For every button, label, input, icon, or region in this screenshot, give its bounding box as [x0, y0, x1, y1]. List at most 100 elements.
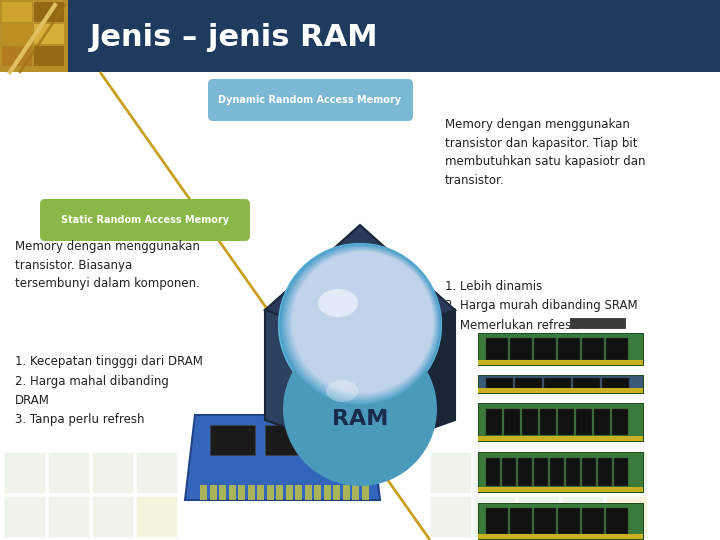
FancyBboxPatch shape	[48, 496, 90, 538]
Ellipse shape	[288, 249, 436, 397]
FancyBboxPatch shape	[305, 485, 312, 500]
FancyBboxPatch shape	[34, 24, 64, 44]
FancyBboxPatch shape	[208, 79, 413, 121]
FancyBboxPatch shape	[343, 485, 349, 500]
Ellipse shape	[283, 246, 439, 402]
Text: Jenis – jenis RAM: Jenis – jenis RAM	[90, 24, 379, 52]
FancyBboxPatch shape	[320, 425, 365, 455]
Ellipse shape	[279, 244, 441, 406]
FancyBboxPatch shape	[92, 496, 134, 538]
FancyBboxPatch shape	[295, 485, 302, 500]
FancyBboxPatch shape	[478, 360, 643, 365]
FancyBboxPatch shape	[582, 508, 604, 534]
FancyBboxPatch shape	[606, 452, 648, 494]
Ellipse shape	[278, 243, 442, 407]
FancyBboxPatch shape	[534, 338, 556, 360]
Ellipse shape	[289, 250, 435, 395]
FancyBboxPatch shape	[276, 485, 283, 500]
FancyBboxPatch shape	[558, 508, 580, 534]
FancyBboxPatch shape	[219, 485, 226, 500]
FancyBboxPatch shape	[594, 409, 610, 435]
FancyBboxPatch shape	[136, 452, 178, 494]
FancyBboxPatch shape	[2, 2, 32, 22]
Ellipse shape	[278, 243, 442, 407]
Text: Memory dengan menggunakan
transistor. Biasanya
tersembunyi dalam komponen.: Memory dengan menggunakan transistor. Bi…	[15, 240, 200, 290]
FancyBboxPatch shape	[478, 436, 643, 441]
FancyBboxPatch shape	[510, 508, 532, 534]
FancyBboxPatch shape	[566, 458, 580, 486]
FancyBboxPatch shape	[582, 458, 596, 486]
FancyBboxPatch shape	[602, 377, 629, 390]
Ellipse shape	[286, 248, 437, 400]
Ellipse shape	[292, 252, 433, 393]
FancyBboxPatch shape	[0, 72, 720, 540]
FancyBboxPatch shape	[4, 452, 46, 494]
FancyBboxPatch shape	[562, 452, 604, 494]
FancyBboxPatch shape	[92, 452, 134, 494]
Ellipse shape	[326, 380, 358, 402]
FancyBboxPatch shape	[238, 485, 245, 500]
FancyBboxPatch shape	[486, 508, 508, 534]
FancyBboxPatch shape	[502, 458, 516, 486]
FancyBboxPatch shape	[210, 485, 217, 500]
FancyBboxPatch shape	[474, 496, 516, 538]
FancyBboxPatch shape	[200, 485, 207, 500]
FancyBboxPatch shape	[534, 458, 548, 486]
FancyBboxPatch shape	[486, 377, 513, 390]
FancyBboxPatch shape	[430, 496, 472, 538]
Ellipse shape	[281, 245, 441, 404]
FancyBboxPatch shape	[518, 452, 560, 494]
Ellipse shape	[283, 332, 437, 486]
FancyBboxPatch shape	[614, 458, 628, 486]
Ellipse shape	[282, 245, 440, 403]
FancyBboxPatch shape	[478, 452, 643, 492]
FancyBboxPatch shape	[606, 496, 648, 538]
FancyBboxPatch shape	[478, 388, 643, 393]
FancyBboxPatch shape	[518, 496, 560, 538]
FancyBboxPatch shape	[286, 485, 292, 500]
FancyBboxPatch shape	[478, 333, 643, 365]
FancyBboxPatch shape	[2, 46, 32, 66]
FancyBboxPatch shape	[606, 338, 628, 360]
Text: Dynamic Random Access Memory: Dynamic Random Access Memory	[218, 95, 402, 105]
Ellipse shape	[291, 251, 434, 394]
Ellipse shape	[284, 247, 438, 401]
FancyBboxPatch shape	[515, 377, 542, 390]
FancyBboxPatch shape	[48, 452, 90, 494]
FancyBboxPatch shape	[510, 338, 532, 360]
FancyBboxPatch shape	[558, 338, 580, 360]
FancyBboxPatch shape	[478, 503, 643, 539]
FancyBboxPatch shape	[562, 496, 604, 538]
FancyBboxPatch shape	[248, 485, 254, 500]
FancyBboxPatch shape	[323, 485, 330, 500]
FancyBboxPatch shape	[534, 508, 556, 534]
FancyBboxPatch shape	[598, 458, 612, 486]
FancyBboxPatch shape	[430, 452, 472, 494]
Polygon shape	[185, 415, 380, 500]
Polygon shape	[265, 310, 360, 454]
Text: 1. Lebih dinamis
2. Harga murah dibanding SRAM
3. Memerlukan refresh: 1. Lebih dinamis 2. Harga murah dibandin…	[445, 280, 638, 332]
FancyBboxPatch shape	[486, 338, 508, 360]
FancyBboxPatch shape	[478, 487, 643, 492]
FancyBboxPatch shape	[136, 496, 178, 538]
FancyBboxPatch shape	[314, 485, 321, 500]
FancyBboxPatch shape	[333, 485, 340, 500]
FancyBboxPatch shape	[228, 485, 235, 500]
Ellipse shape	[287, 248, 436, 398]
FancyBboxPatch shape	[352, 485, 359, 500]
FancyBboxPatch shape	[504, 409, 520, 435]
FancyBboxPatch shape	[486, 458, 500, 486]
FancyBboxPatch shape	[576, 409, 592, 435]
FancyBboxPatch shape	[550, 458, 564, 486]
FancyBboxPatch shape	[522, 409, 538, 435]
Text: Memory dengan menggunakan
transistor dan kapasitor. Tiap bit
membutuhkan satu ka: Memory dengan menggunakan transistor dan…	[445, 118, 646, 186]
FancyBboxPatch shape	[558, 409, 574, 435]
FancyBboxPatch shape	[478, 403, 643, 441]
FancyBboxPatch shape	[570, 318, 625, 328]
FancyBboxPatch shape	[518, 458, 532, 486]
Polygon shape	[360, 310, 455, 454]
FancyBboxPatch shape	[34, 46, 64, 66]
Text: RAM: RAM	[332, 409, 388, 429]
FancyBboxPatch shape	[544, 377, 571, 390]
FancyBboxPatch shape	[478, 534, 643, 539]
